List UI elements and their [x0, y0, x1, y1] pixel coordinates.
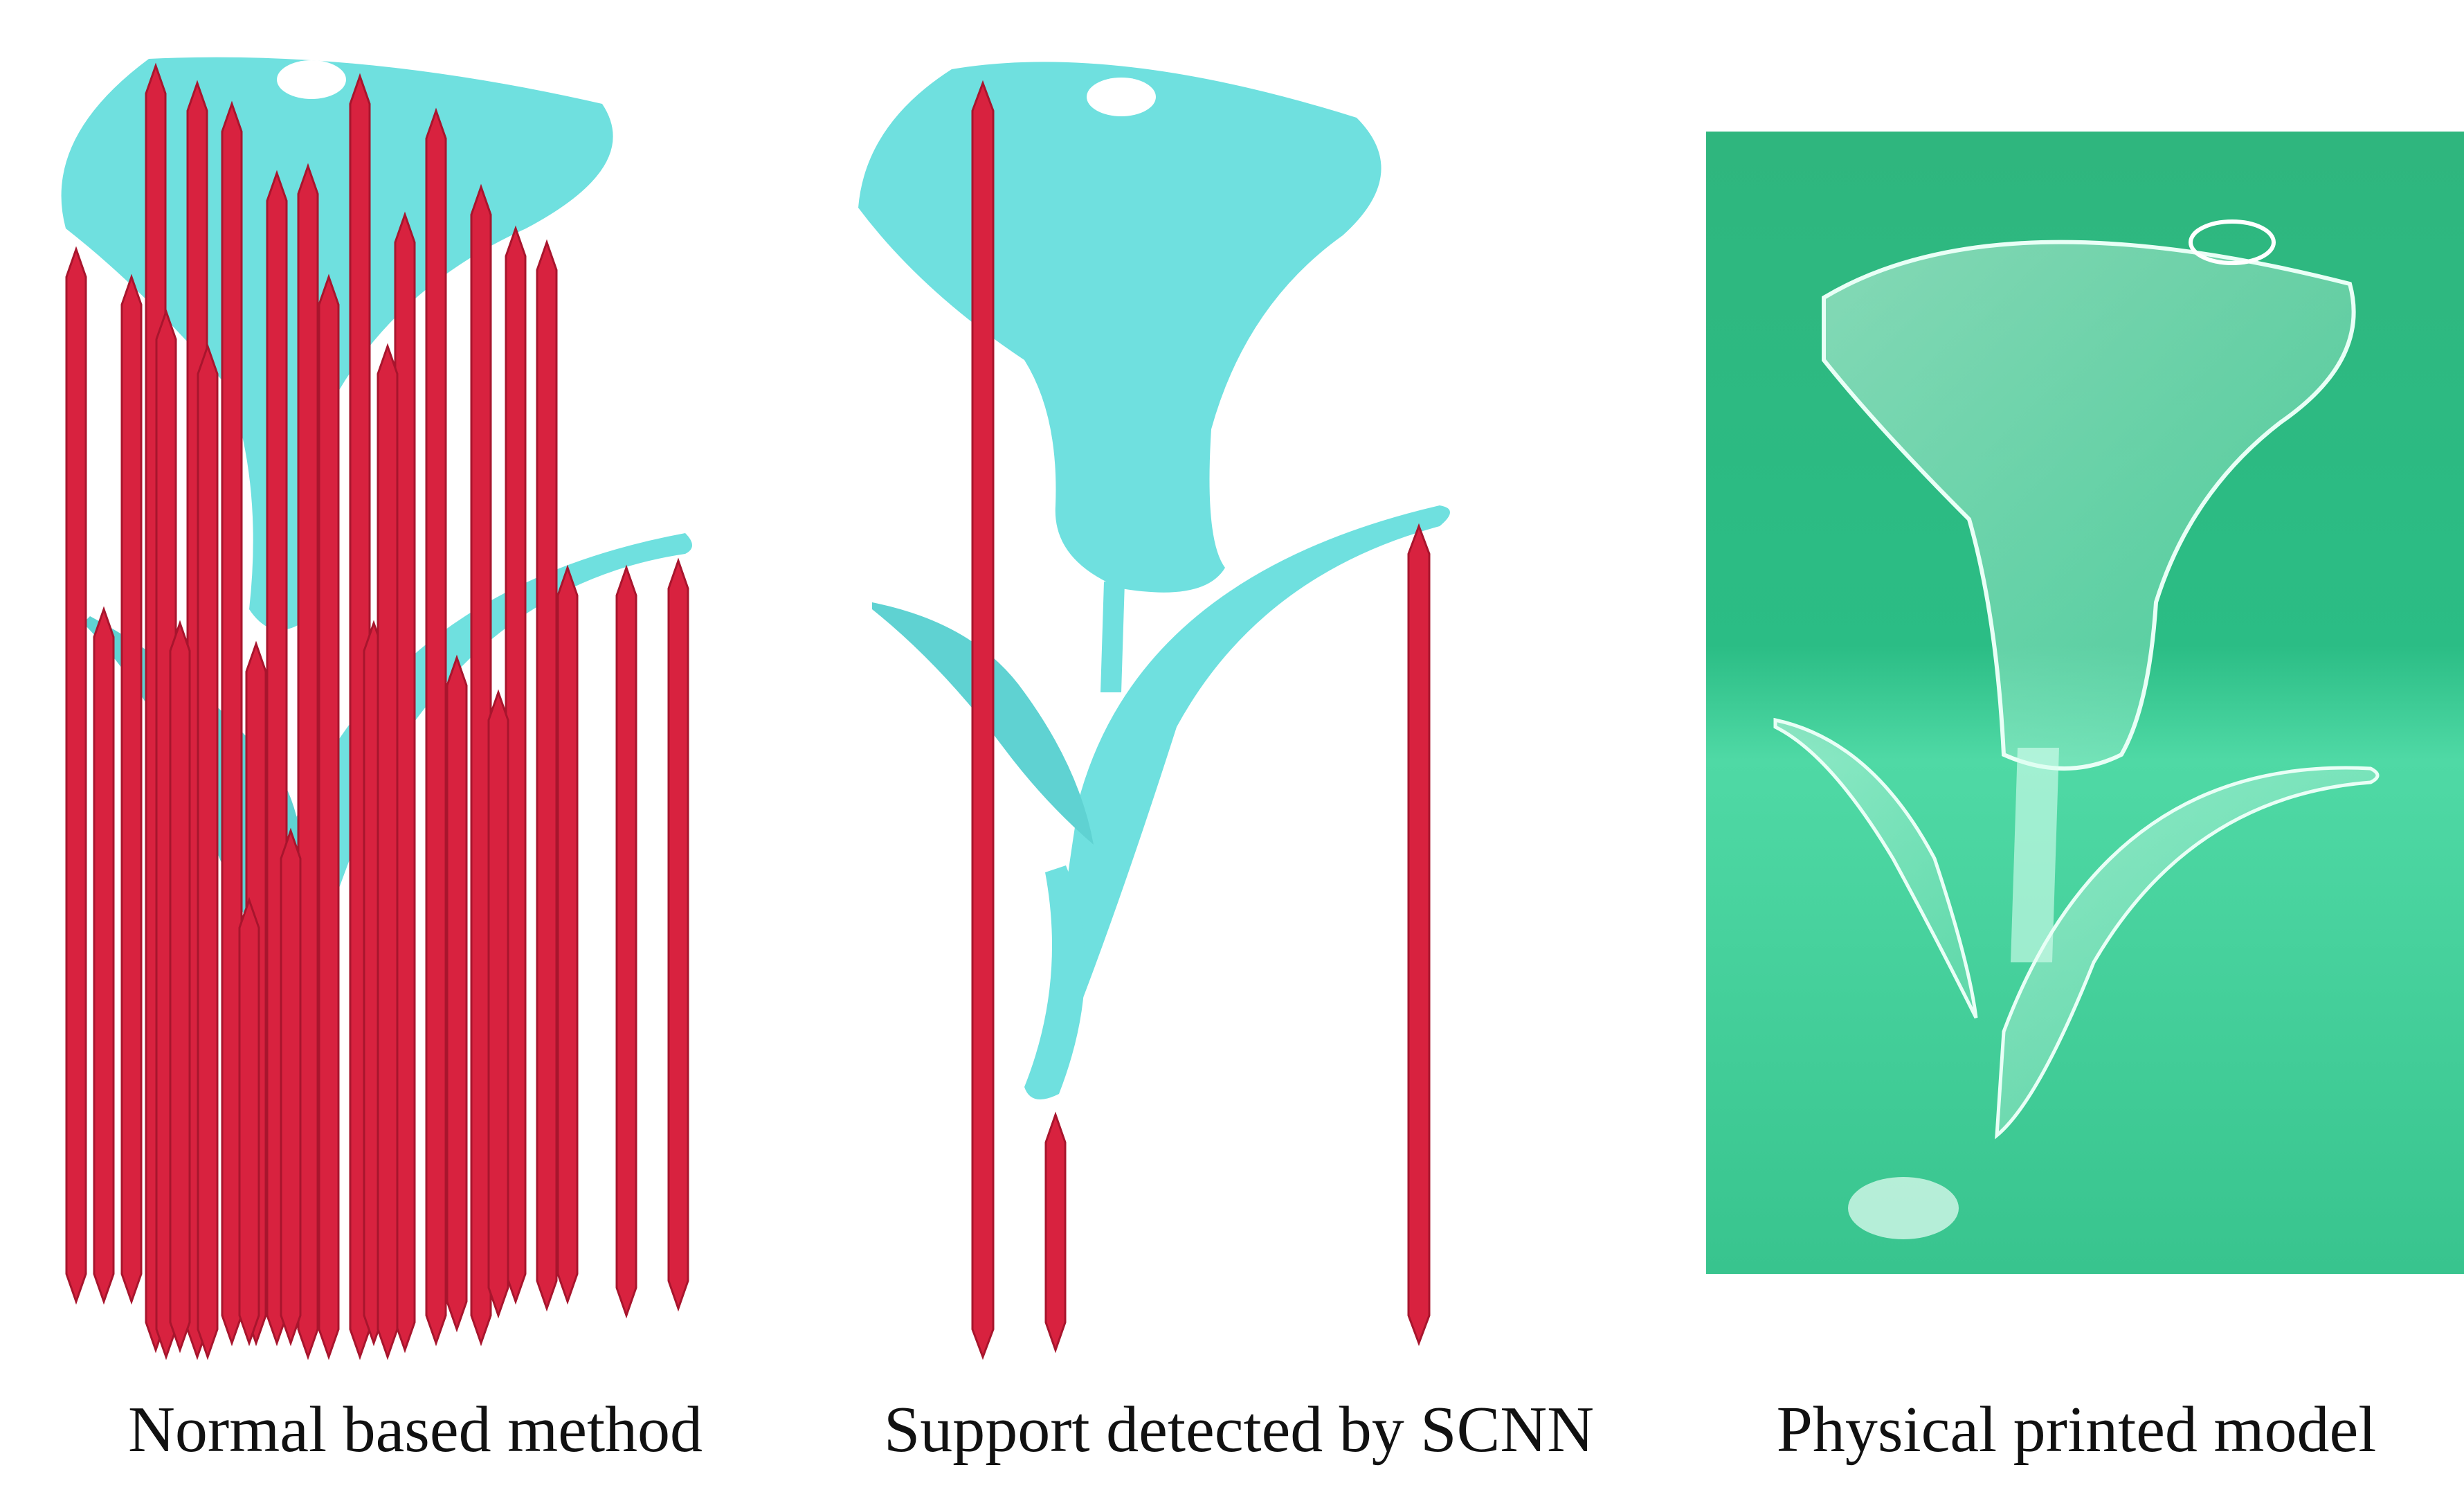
cup-hole — [277, 60, 346, 99]
support-pillars — [65, 62, 689, 1360]
caption-physical: Physical printed model — [1776, 1394, 2377, 1466]
cup-hole — [1087, 78, 1156, 116]
support-pillar — [318, 273, 340, 1360]
support-pillar — [65, 246, 87, 1305]
panel-normal-based — [0, 0, 748, 1378]
panel-physical — [1706, 132, 2464, 1274]
support-pillar — [238, 897, 260, 1347]
support-pillar — [615, 564, 637, 1319]
printed-stem — [2011, 748, 2059, 962]
stem-tail — [1024, 865, 1085, 1099]
support-pillar — [1407, 523, 1431, 1347]
stem — [1100, 582, 1125, 692]
support-pillar — [377, 343, 399, 1360]
caption-scnn: Support detected by SCNN — [883, 1394, 1595, 1466]
support-pillar — [667, 557, 689, 1312]
caption-normal-based: Normal based method — [127, 1394, 703, 1466]
printed-cup-hole — [2189, 219, 2276, 265]
flower-cup — [858, 62, 1382, 593]
physical-model-photo — [1706, 132, 2464, 1274]
printed-left-leaf — [1773, 717, 1978, 1019]
panel-scnn — [817, 0, 1647, 1378]
support-pillar — [221, 100, 243, 1347]
support-pillar — [425, 107, 447, 1347]
normal-based-support-render — [61, 57, 692, 1360]
right-leaf — [1045, 505, 1450, 1096]
scnn-support-render — [858, 62, 1450, 1360]
printed-right-leaf — [1995, 766, 2380, 1140]
support-pillar — [971, 80, 995, 1360]
support-pillar — [446, 654, 468, 1333]
support-pillar — [197, 343, 219, 1360]
support-pillar — [536, 239, 558, 1312]
support-pillar — [505, 225, 527, 1305]
support-pillar — [1044, 1111, 1067, 1354]
printed-cup — [1822, 240, 2356, 771]
support-pillar — [394, 211, 416, 1354]
support-pillars — [971, 80, 1431, 1360]
support-pillar — [280, 827, 302, 1347]
support-pillar — [120, 273, 143, 1305]
printed-base-blob — [1848, 1177, 1959, 1239]
support-pillar — [169, 620, 191, 1354]
left-leaf — [872, 602, 1094, 845]
support-pillar — [556, 564, 579, 1305]
support-pillar — [470, 183, 492, 1347]
support-pillar — [487, 689, 509, 1319]
support-pillar — [297, 163, 319, 1360]
support-pillar — [93, 606, 115, 1305]
flower-model — [858, 62, 1450, 1099]
